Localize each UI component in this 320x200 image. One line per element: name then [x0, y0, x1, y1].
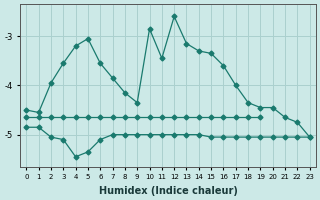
- X-axis label: Humidex (Indice chaleur): Humidex (Indice chaleur): [99, 186, 237, 196]
